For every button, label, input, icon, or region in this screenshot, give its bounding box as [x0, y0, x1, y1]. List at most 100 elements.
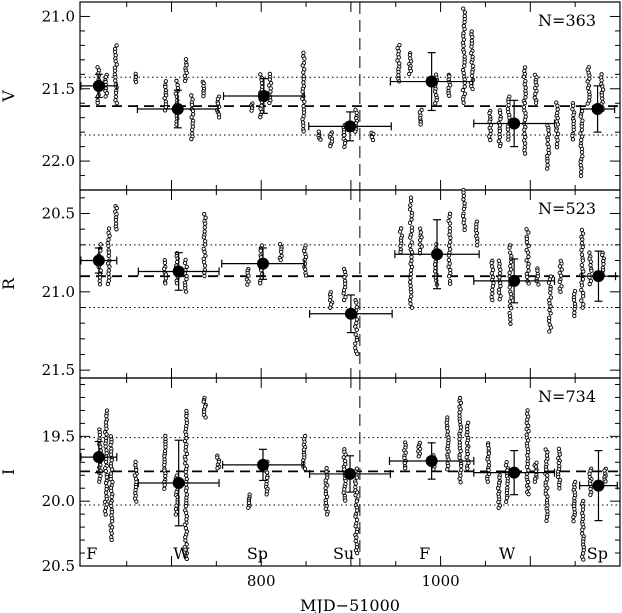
- observation-point: [603, 479, 608, 484]
- panel-v: 21.0 21.5 22.0 V N=363: [0, 1, 621, 191]
- observation-point: [354, 327, 359, 332]
- observation-point: [522, 148, 527, 153]
- observation-point: [342, 144, 347, 150]
- season-means: [80, 52, 616, 148]
- observation-point: [506, 102, 511, 108]
- observation-point: [486, 459, 491, 465]
- observation-point: [556, 460, 561, 466]
- observation-point: [461, 220, 466, 225]
- observation-point: [526, 243, 531, 249]
- observation-point: [579, 146, 585, 151]
- observation-point: [545, 494, 550, 499]
- observation-point: [258, 248, 263, 253]
- observation-point: [555, 131, 561, 137]
- observation-point: [462, 77, 467, 82]
- observation-point: [578, 114, 583, 119]
- observation-point: [546, 318, 552, 324]
- observation-point: [264, 492, 269, 497]
- observation-point: [183, 473, 189, 478]
- observation-point: [408, 280, 413, 285]
- observation-point: [419, 244, 424, 249]
- observation-point: [104, 475, 109, 480]
- observation-point: [578, 170, 584, 175]
- observation-point: [183, 448, 188, 453]
- observation-point: [544, 477, 550, 482]
- observation-point: [109, 458, 114, 463]
- observation-point: [163, 445, 168, 450]
- x-tick-label: 1000: [422, 572, 460, 590]
- observation-point: [103, 480, 109, 486]
- observation-point: [249, 108, 254, 113]
- observation-point: [409, 254, 414, 260]
- observation-point: [585, 79, 590, 84]
- observation-point: [526, 254, 531, 259]
- observation-point: [397, 43, 402, 48]
- observation-point: [526, 479, 531, 485]
- observation-point: [558, 273, 564, 278]
- observation-point: [497, 475, 502, 480]
- observation-point: [408, 198, 414, 204]
- season-mean-point: [508, 117, 521, 130]
- observation-point: [524, 227, 529, 232]
- observation-point: [558, 289, 563, 294]
- observation-point: [497, 271, 503, 276]
- observation-point: [554, 128, 559, 133]
- observation-point: [461, 100, 466, 105]
- observation-point: [162, 482, 167, 488]
- observation-point: [545, 450, 550, 455]
- observation-point: [409, 294, 414, 299]
- observation-point: [302, 248, 307, 253]
- observation-point: [457, 476, 462, 481]
- observation-point: [497, 143, 503, 149]
- observation-point: [447, 214, 452, 219]
- observation-point: [461, 193, 466, 199]
- observation-point: [106, 253, 111, 258]
- observation-point: [103, 505, 109, 510]
- observation-point: [403, 466, 408, 471]
- observation-point: [353, 524, 358, 529]
- observation-point: [462, 84, 467, 89]
- observation-point: [588, 486, 593, 492]
- observation-point: [354, 110, 359, 115]
- observation-point: [487, 134, 492, 139]
- observation-point: [580, 294, 586, 299]
- x-tick-label: 800: [247, 572, 276, 590]
- season-mean-point: [508, 274, 521, 287]
- observation-point: [245, 282, 250, 287]
- observation-point: [469, 44, 474, 49]
- observation-point: [343, 498, 348, 503]
- y-tick-label: 21.5: [42, 80, 75, 98]
- observation-point: [328, 143, 333, 149]
- observations: [95, 6, 606, 179]
- observation-point: [447, 239, 453, 245]
- observation-point: [464, 455, 469, 460]
- observation-point: [431, 467, 436, 472]
- observation-point: [103, 468, 108, 474]
- observation-point: [104, 413, 109, 419]
- observation-point: [458, 400, 464, 406]
- observation-point: [183, 57, 189, 62]
- observation-point: [328, 305, 333, 310]
- observation-point: [354, 475, 360, 480]
- observation-point: [581, 557, 586, 562]
- observation-point: [396, 73, 401, 78]
- observation-point: [107, 275, 112, 280]
- observation-point: [354, 337, 360, 343]
- observation-point: [398, 243, 403, 249]
- observation-point: [106, 243, 111, 248]
- observation-point: [522, 65, 528, 70]
- observation-point: [162, 96, 167, 101]
- observation-point: [522, 100, 528, 106]
- observation-point: [470, 86, 475, 92]
- sample-size-label: N=363: [538, 11, 596, 30]
- observation-point: [485, 479, 490, 484]
- observation-point: [523, 111, 528, 116]
- observation-point: [487, 110, 492, 116]
- observation-point: [579, 227, 585, 232]
- observation-point: [246, 273, 251, 278]
- observation-point: [585, 85, 591, 91]
- observation-point: [184, 276, 189, 282]
- observation-point: [302, 56, 307, 61]
- x-axis-label: MJD−51000: [300, 596, 400, 613]
